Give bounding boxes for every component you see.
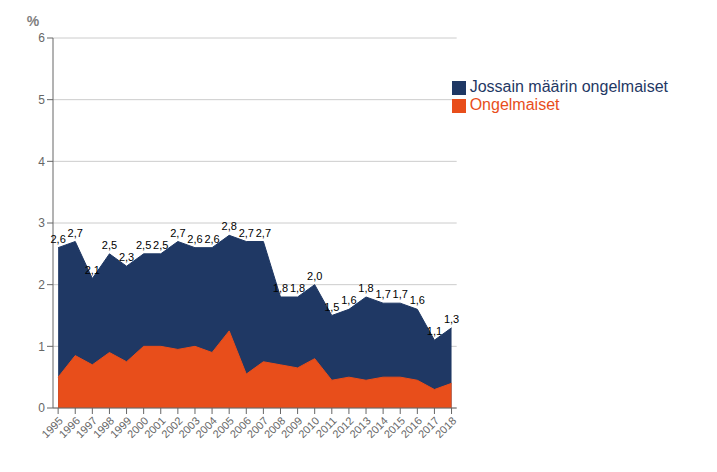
html-text:Ongelmaiset: Ongelmaiset	[469, 96, 560, 113]
svg-text:0: 0	[38, 401, 45, 415]
svg-text:2,7: 2,7	[239, 227, 254, 239]
svg-text:2,8: 2,8	[222, 220, 237, 232]
svg-text:2,6: 2,6	[204, 233, 219, 245]
svg-text:1999: 1999	[107, 414, 134, 441]
svg-text:1,7: 1,7	[375, 288, 390, 300]
html-text:Jossain määrin ongelmaiset: Jossain määrin ongelmaiset	[469, 78, 668, 95]
svg-text:2,5: 2,5	[136, 239, 151, 251]
svg-text:2,7: 2,7	[170, 227, 185, 239]
svg-text:2,7: 2,7	[256, 227, 271, 239]
svg-text:2000: 2000	[124, 414, 151, 441]
svg-text:2012: 2012	[330, 414, 356, 441]
svg-text:1998: 1998	[90, 414, 117, 441]
svg-text:2: 2	[38, 278, 45, 292]
svg-text:5: 5	[38, 93, 45, 107]
svg-text:2003: 2003	[176, 414, 202, 441]
svg-text:2006: 2006	[227, 414, 254, 441]
svg-text:2005: 2005	[210, 414, 237, 441]
svg-text:1,3: 1,3	[444, 313, 459, 325]
svg-text:2,3: 2,3	[119, 251, 134, 263]
svg-text:2001: 2001	[141, 414, 168, 441]
svg-text:1,5: 1,5	[324, 301, 339, 313]
svg-text:%: %	[27, 13, 40, 29]
svg-text:2009: 2009	[278, 414, 305, 441]
svg-text:2,5: 2,5	[153, 239, 168, 251]
svg-text:1,7: 1,7	[393, 288, 408, 300]
svg-text:3: 3	[38, 216, 45, 230]
svg-text:2,0: 2,0	[307, 270, 322, 282]
svg-text:2,6: 2,6	[50, 233, 65, 245]
svg-text:2017: 2017	[415, 414, 442, 441]
svg-text:2,7: 2,7	[68, 227, 83, 239]
svg-text:1996: 1996	[56, 414, 83, 441]
svg-text:1995: 1995	[39, 414, 66, 441]
svg-text:6: 6	[38, 31, 45, 45]
svg-text:2,6: 2,6	[187, 233, 202, 245]
svg-text:2004: 2004	[193, 414, 219, 441]
svg-text:1,8: 1,8	[273, 282, 288, 294]
svg-text:2015: 2015	[381, 414, 408, 441]
svg-text:2013: 2013	[347, 414, 373, 441]
svg-text:1,6: 1,6	[341, 294, 356, 306]
svg-text:1997: 1997	[73, 414, 100, 441]
svg-text:2018: 2018	[433, 414, 459, 440]
svg-text:1,8: 1,8	[290, 282, 305, 294]
svg-text:2008: 2008	[261, 414, 288, 441]
svg-text:4: 4	[38, 155, 45, 169]
svg-text:2,5: 2,5	[102, 239, 117, 251]
svg-text:2,1: 2,1	[85, 264, 100, 276]
svg-text:1,1: 1,1	[427, 325, 442, 337]
svg-text:2010: 2010	[295, 414, 322, 441]
svg-text:2011: 2011	[313, 414, 339, 440]
svg-text:2007: 2007	[244, 414, 271, 441]
svg-text:1: 1	[38, 340, 45, 354]
svg-text:2016: 2016	[398, 414, 425, 441]
svg-text:2002: 2002	[159, 414, 185, 441]
svg-text:1,8: 1,8	[358, 282, 373, 294]
svg-text:1,6: 1,6	[410, 294, 425, 306]
svg-text:2014: 2014	[364, 414, 391, 441]
